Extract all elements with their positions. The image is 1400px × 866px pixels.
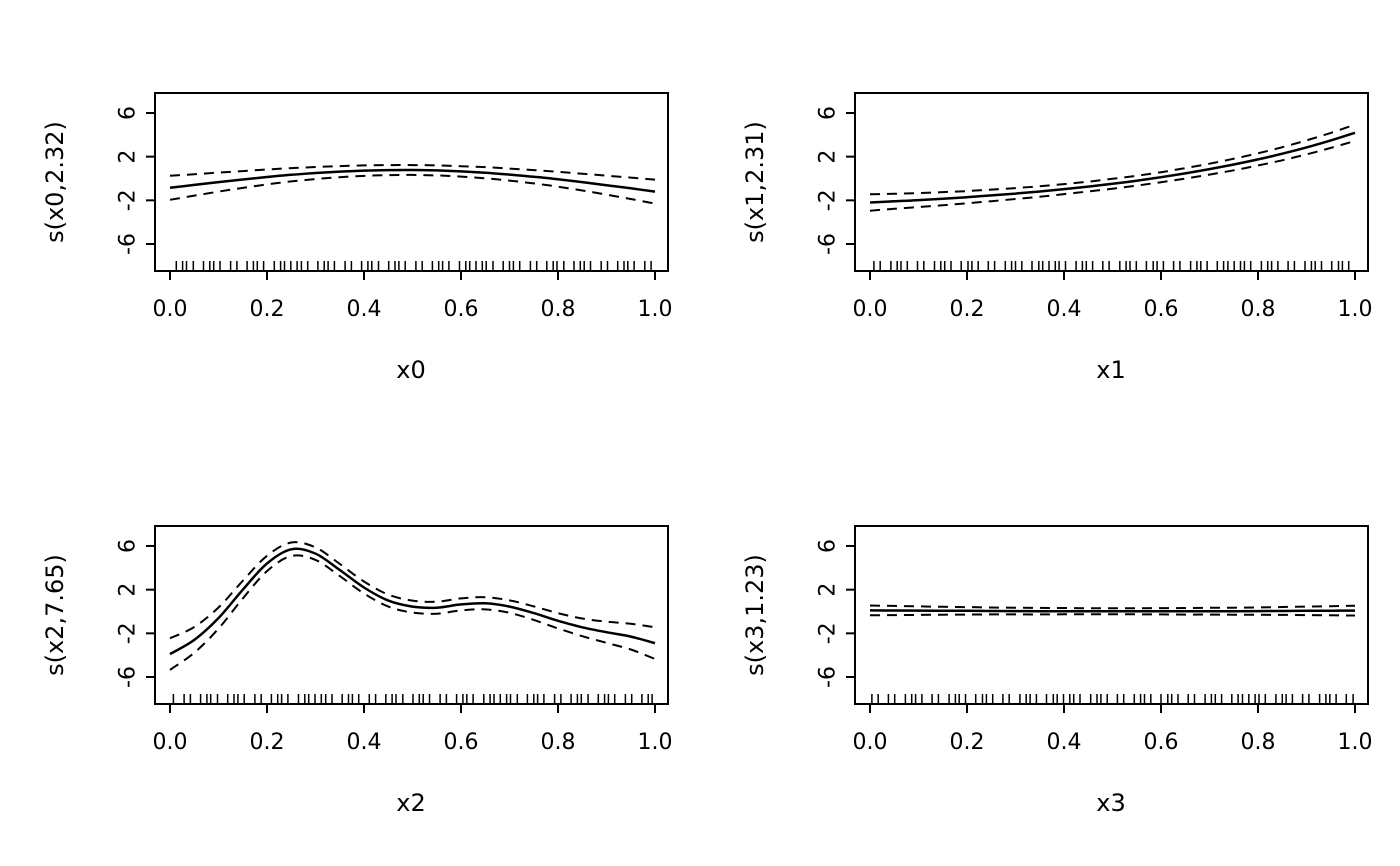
plot-canvas: 0.0 0.2 0.4 0.6 0.8 1.0 -6 -2 2 6 x1 s(x1,2.31) (741, 92, 1373, 384)
y-axis-title: s(x2,7.65) (41, 554, 69, 676)
y-tick-label: 6 (816, 539, 841, 553)
y-tick-label: -2 (816, 622, 841, 644)
plot-frame (154, 525, 669, 705)
gam-panel-x1: 0.0 0.2 0.4 0.6 0.8 1.0 -6 -2 2 6 x1 s(x1,2.31) (700, 0, 1400, 433)
x-tick-label: 0.8 (541, 297, 576, 322)
x-tick-label: 1.0 (1338, 297, 1373, 322)
y-tick-label: -6 (816, 233, 841, 255)
x-tick-label: 0.2 (250, 297, 285, 322)
lower-ci-line (869, 613, 1356, 617)
x-tick-label: 0.4 (1047, 297, 1082, 322)
estimate-line (869, 131, 1356, 204)
upper-ci-line (169, 541, 656, 640)
plot-canvas: 0.0 0.2 0.4 0.6 0.8 1.0 -6 -2 2 6 x2 s(x2,7.65) (41, 525, 673, 817)
lower-ci-line (869, 139, 1356, 212)
rug-marks (871, 694, 1354, 704)
x-tick-label: 1.0 (638, 730, 673, 755)
upper-ci-line (869, 604, 1356, 610)
y-tick-label: 6 (816, 106, 841, 120)
plot-frame (154, 92, 669, 272)
estimate-line (169, 168, 656, 193)
y-axis-title: s(x1,2.31) (741, 121, 769, 243)
x-tick-label: 0.0 (153, 297, 188, 322)
y-axis-title: s(x0,2.32) (41, 121, 69, 243)
x-tick-label: 0.6 (444, 297, 479, 322)
x-tick-label: 0.0 (853, 730, 888, 755)
upper-ci-line (869, 123, 1356, 196)
x-tick-label: 0.6 (444, 730, 479, 755)
x-tick-label: 0.2 (250, 730, 285, 755)
x-tick-label: 1.0 (1338, 730, 1373, 755)
plot-frame (854, 525, 1369, 705)
y-tick-label: -2 (816, 189, 841, 211)
y-tick-label: 2 (816, 150, 841, 164)
gam-panel-x3: 0.0 0.2 0.4 0.6 0.8 1.0 -6 -2 2 6 x3 s(x3,1.23) (700, 433, 1400, 866)
x-tick-label: 0.2 (950, 730, 985, 755)
x-tick-label: 0.4 (1047, 730, 1082, 755)
lower-ci-line (169, 173, 656, 205)
y-tick-label: -2 (116, 622, 141, 644)
x-tick-label: 0.0 (853, 297, 888, 322)
lower-ci-line (169, 554, 656, 671)
x-tick-label: 1.0 (638, 297, 673, 322)
y-tick-label: -6 (116, 233, 141, 255)
gam-panel-x0: 0.0 0.2 0.4 0.6 0.8 1.0 -6 -2 2 6 x0 s(x0,2.32) (0, 0, 700, 433)
plot-canvas: 0.0 0.2 0.4 0.6 0.8 1.0 -6 -2 2 6 x0 s(x0,2.32) (41, 92, 673, 384)
x-tick-label: 0.8 (541, 730, 576, 755)
x-tick-label: 0.8 (1241, 297, 1276, 322)
x-tick-label: 0.8 (1241, 730, 1276, 755)
x-tick-label: 0.0 (153, 730, 188, 755)
x-tick-label: 0.2 (950, 297, 985, 322)
y-tick-label: -6 (816, 666, 841, 688)
estimate-line (869, 609, 1356, 613)
x-axis-title: x2 (396, 789, 425, 817)
x-tick-label: 0.4 (347, 730, 382, 755)
gam-panel-x2: 0.0 0.2 0.4 0.6 0.8 1.0 -6 -2 2 6 x2 s(x2,7.65) (0, 433, 700, 866)
x-tick-label: 0.4 (347, 297, 382, 322)
y-tick-label: 6 (116, 539, 141, 553)
rug-marks (873, 261, 1350, 271)
y-tick-label: 6 (116, 106, 141, 120)
x-axis-title: x0 (396, 356, 425, 384)
plot-canvas: 0.0 0.2 0.4 0.6 0.8 1.0 -6 -2 2 6 x3 s(x3,1.23) (741, 525, 1373, 817)
y-tick-label: 2 (116, 150, 141, 164)
y-tick-label: -2 (116, 189, 141, 211)
y-tick-label: 2 (816, 583, 841, 597)
y-tick-label: 2 (116, 583, 141, 597)
upper-ci-line (169, 164, 656, 181)
y-axis-title: s(x3,1.23) (741, 554, 769, 676)
rug-marks (175, 261, 652, 271)
x-axis-title: x3 (1096, 789, 1125, 817)
x-tick-label: 0.6 (1144, 297, 1179, 322)
y-tick-label: -6 (116, 666, 141, 688)
estimate-line (169, 547, 656, 656)
x-tick-label: 0.6 (1144, 730, 1179, 755)
rug-marks (172, 694, 653, 704)
plot-frame (854, 92, 1369, 272)
x-axis-title: x1 (1096, 356, 1125, 384)
